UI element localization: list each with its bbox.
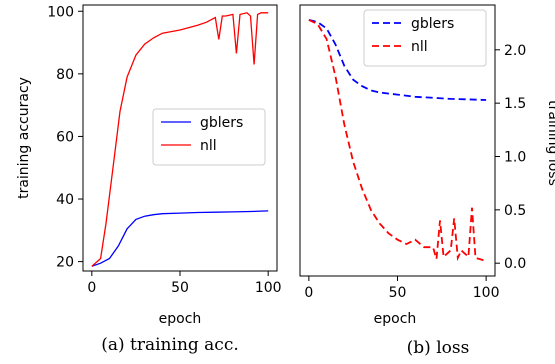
- loss-legend-label-gblers: gblers: [411, 16, 454, 32]
- loss-x-axis-label: epoch: [374, 311, 417, 327]
- loss-y-axis-label: training loss: [545, 100, 555, 186]
- accuracy-y-tick-label: 80: [56, 67, 74, 83]
- accuracy-legend: gblers nll: [152, 108, 266, 166]
- accuracy-y-axis-label: training accuracy: [16, 77, 32, 199]
- loss-series-nll-line: [308, 19, 487, 262]
- accuracy-x-axis-label: epoch: [159, 311, 202, 327]
- loss-x-tick-label: 0: [304, 285, 313, 301]
- accuracy-caption: (a) training acc.: [101, 335, 239, 355]
- loss-y-tick-label: 2.0: [504, 43, 526, 59]
- loss-legend-label-nll: nll: [411, 39, 428, 55]
- loss-y-tick-label: 0.5: [504, 203, 526, 219]
- accuracy-y-tick-label: 60: [56, 129, 74, 145]
- loss-legend: gblers nll: [363, 9, 487, 67]
- accuracy-legend-label-gblers: gblers: [200, 115, 243, 131]
- accuracy-chart: 0 50 100 20 40 60 80 100 epoch training accurac…: [16, 4, 282, 355]
- loss-legend-box: [363, 9, 487, 67]
- loss-x-tick-label: 50: [389, 285, 407, 301]
- accuracy-x-tick-label: 100: [255, 280, 282, 296]
- loss-series-gblers-line: [308, 19, 487, 101]
- loss-y-tick-label: 1.5: [504, 96, 526, 112]
- loss-x-tick-label: 100: [473, 285, 500, 301]
- accuracy-y-tick-label: 100: [47, 4, 74, 20]
- loss-y-tick-label: 0.0: [504, 256, 526, 272]
- accuracy-x-tick-label: 0: [87, 280, 96, 296]
- accuracy-series-gblers-line: [91, 210, 269, 267]
- loss-y-tick-label: 1.0: [504, 150, 526, 166]
- accuracy-legend-label-nll: nll: [200, 138, 217, 154]
- accuracy-legend-box: [152, 108, 266, 166]
- accuracy-y-tick-label: 20: [56, 255, 74, 271]
- loss-caption: (b) loss: [407, 338, 470, 358]
- accuracy-y-tick-label: 40: [56, 192, 74, 208]
- accuracy-series-nll-line: [91, 12, 269, 267]
- accuracy-x-tick-label: 50: [171, 280, 189, 296]
